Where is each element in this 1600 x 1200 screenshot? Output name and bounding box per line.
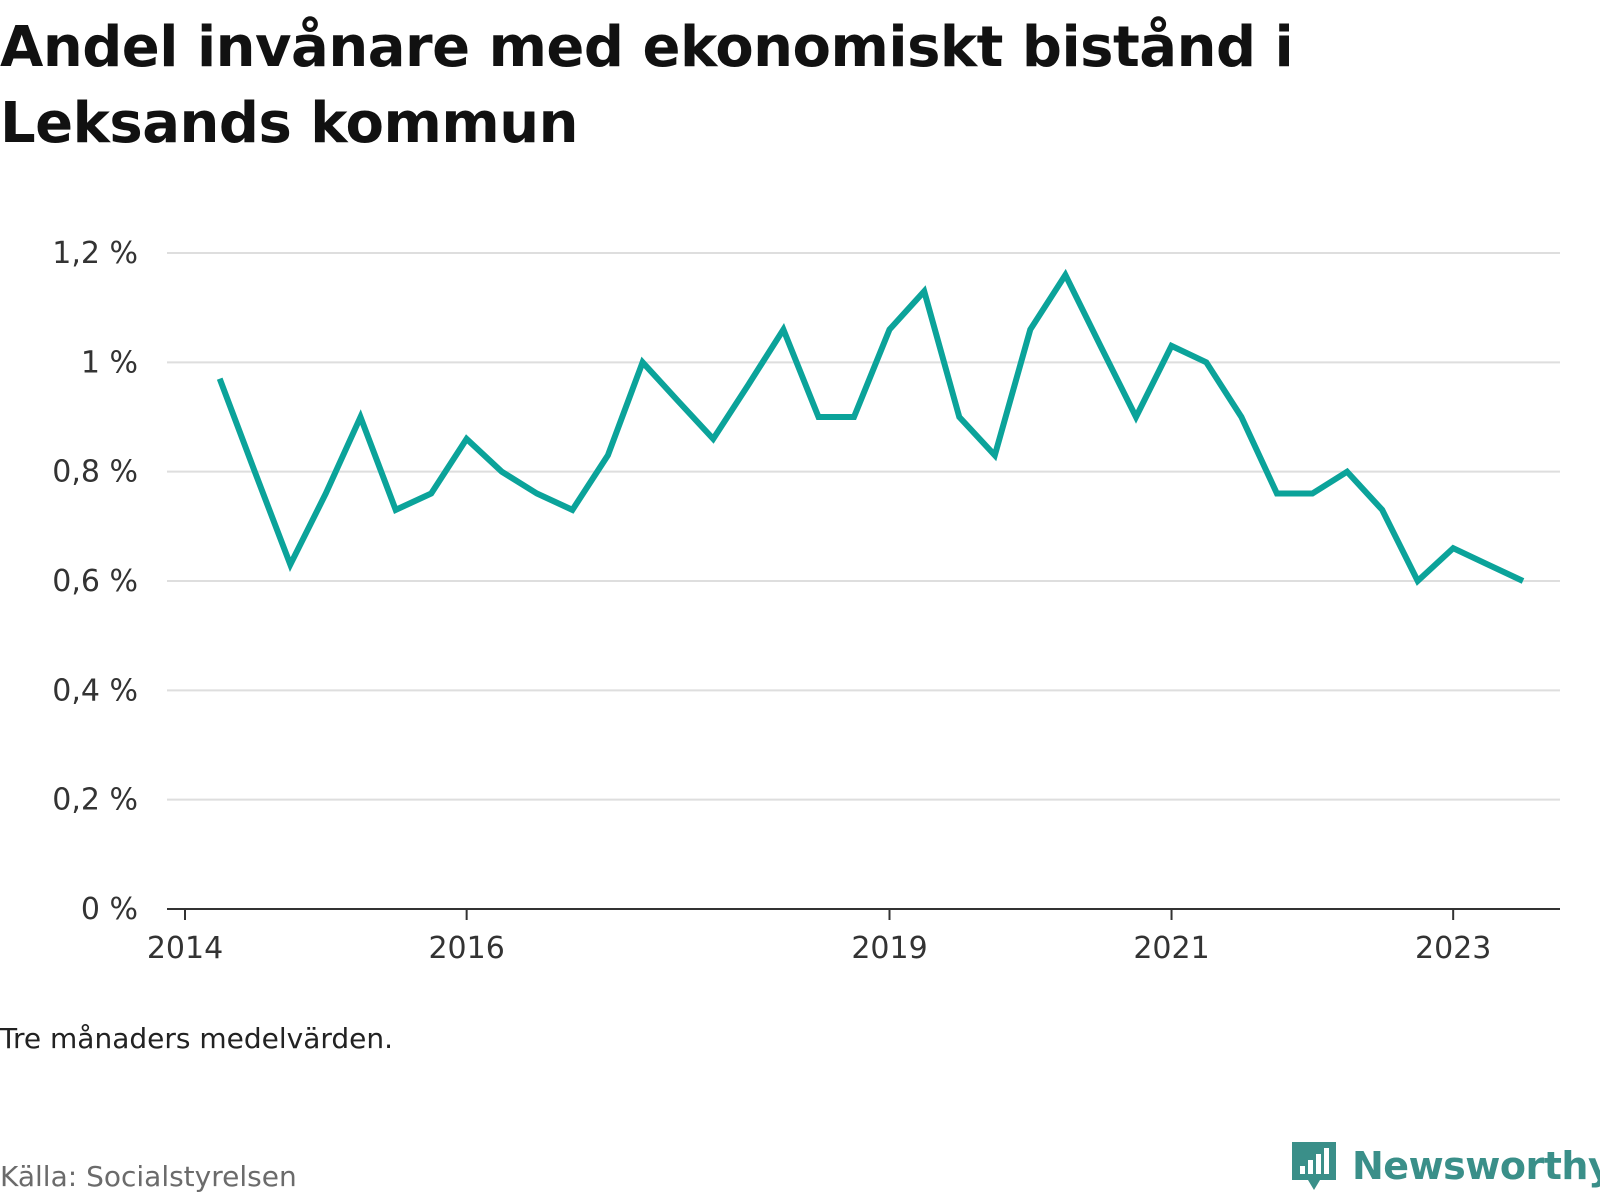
y-tick-label: 0,8 %: [52, 455, 138, 490]
data-point: [323, 491, 329, 497]
data-point: [287, 562, 293, 568]
y-tick-label: 0,4 %: [52, 673, 138, 708]
source-label: Källa: Socialstyrelsen: [0, 1160, 297, 1193]
data-point: [1098, 343, 1104, 349]
data-point: [1203, 359, 1209, 365]
y-tick-label: 0 %: [81, 892, 138, 927]
data-point: [252, 469, 258, 475]
data-point: [1485, 562, 1491, 568]
x-tick-label: 2016: [428, 931, 504, 966]
data-point: [1415, 578, 1421, 584]
grid-lines: [167, 252, 1560, 801]
data-point: [1238, 414, 1244, 420]
brand-name: Newsworthy: [1352, 1144, 1600, 1188]
data-point: [1309, 491, 1315, 497]
x-tick-label: 2021: [1133, 931, 1209, 966]
data-point: [1274, 491, 1280, 497]
y-tick-label: 0,2 %: [52, 783, 138, 818]
line-chart: 0 % 0,2 % 0,4 % 0,6 % 0,8 % 1 % 1,2 % 2014 2016…: [52, 236, 1560, 966]
data-point: [640, 359, 646, 365]
data-point: [534, 491, 540, 497]
data-point: [428, 491, 434, 497]
x-axis: 2014 2016 2019 2021 2023: [147, 908, 1560, 966]
data-point: [1027, 327, 1033, 333]
data-point: [816, 414, 822, 420]
data-point: [217, 376, 223, 382]
y-tick-label: 0,6 %: [52, 564, 138, 599]
brand-logo[interactable]: Newsworthy: [1290, 1140, 1600, 1192]
data-point: [393, 507, 399, 513]
data-point: [921, 288, 927, 294]
data-point: [1520, 578, 1526, 584]
data-point: [1379, 507, 1385, 513]
data-point: [358, 414, 364, 420]
data-point: [746, 381, 752, 387]
chart-note: Tre månaders medelvärden.: [0, 1022, 394, 1055]
data-point: [1344, 469, 1350, 475]
data-point: [710, 436, 716, 442]
series-layer: [216, 268, 1526, 586]
data-point: [1450, 545, 1456, 551]
x-tick-label: 2023: [1415, 931, 1491, 966]
data-point: [569, 507, 575, 513]
data-point: [992, 452, 998, 458]
data-point: [887, 327, 893, 333]
y-axis-tick-labels: 0 % 0,2 % 0,4 % 0,6 % 0,8 % 1 % 1,2 %: [52, 236, 138, 927]
data-point: [464, 436, 470, 442]
y-tick-label: 1 %: [81, 345, 138, 380]
data-point: [780, 327, 786, 333]
data-point: [1169, 343, 1175, 349]
data-point: [675, 398, 681, 404]
series-line: [216, 268, 1525, 586]
data-point: [956, 414, 962, 420]
y-tick-label: 1,2 %: [52, 236, 138, 271]
data-point: [1062, 272, 1068, 278]
data-point: [605, 452, 611, 458]
chart-title: Andel invånare med ekonomiskt bistånd i …: [0, 15, 1294, 156]
x-tick-label: 2014: [147, 931, 223, 966]
data-point: [1133, 414, 1139, 420]
data-point: [499, 469, 505, 475]
newsworthy-logo-icon: [1292, 1142, 1336, 1190]
x-tick-label: 2019: [851, 931, 927, 966]
data-point: [851, 414, 857, 420]
